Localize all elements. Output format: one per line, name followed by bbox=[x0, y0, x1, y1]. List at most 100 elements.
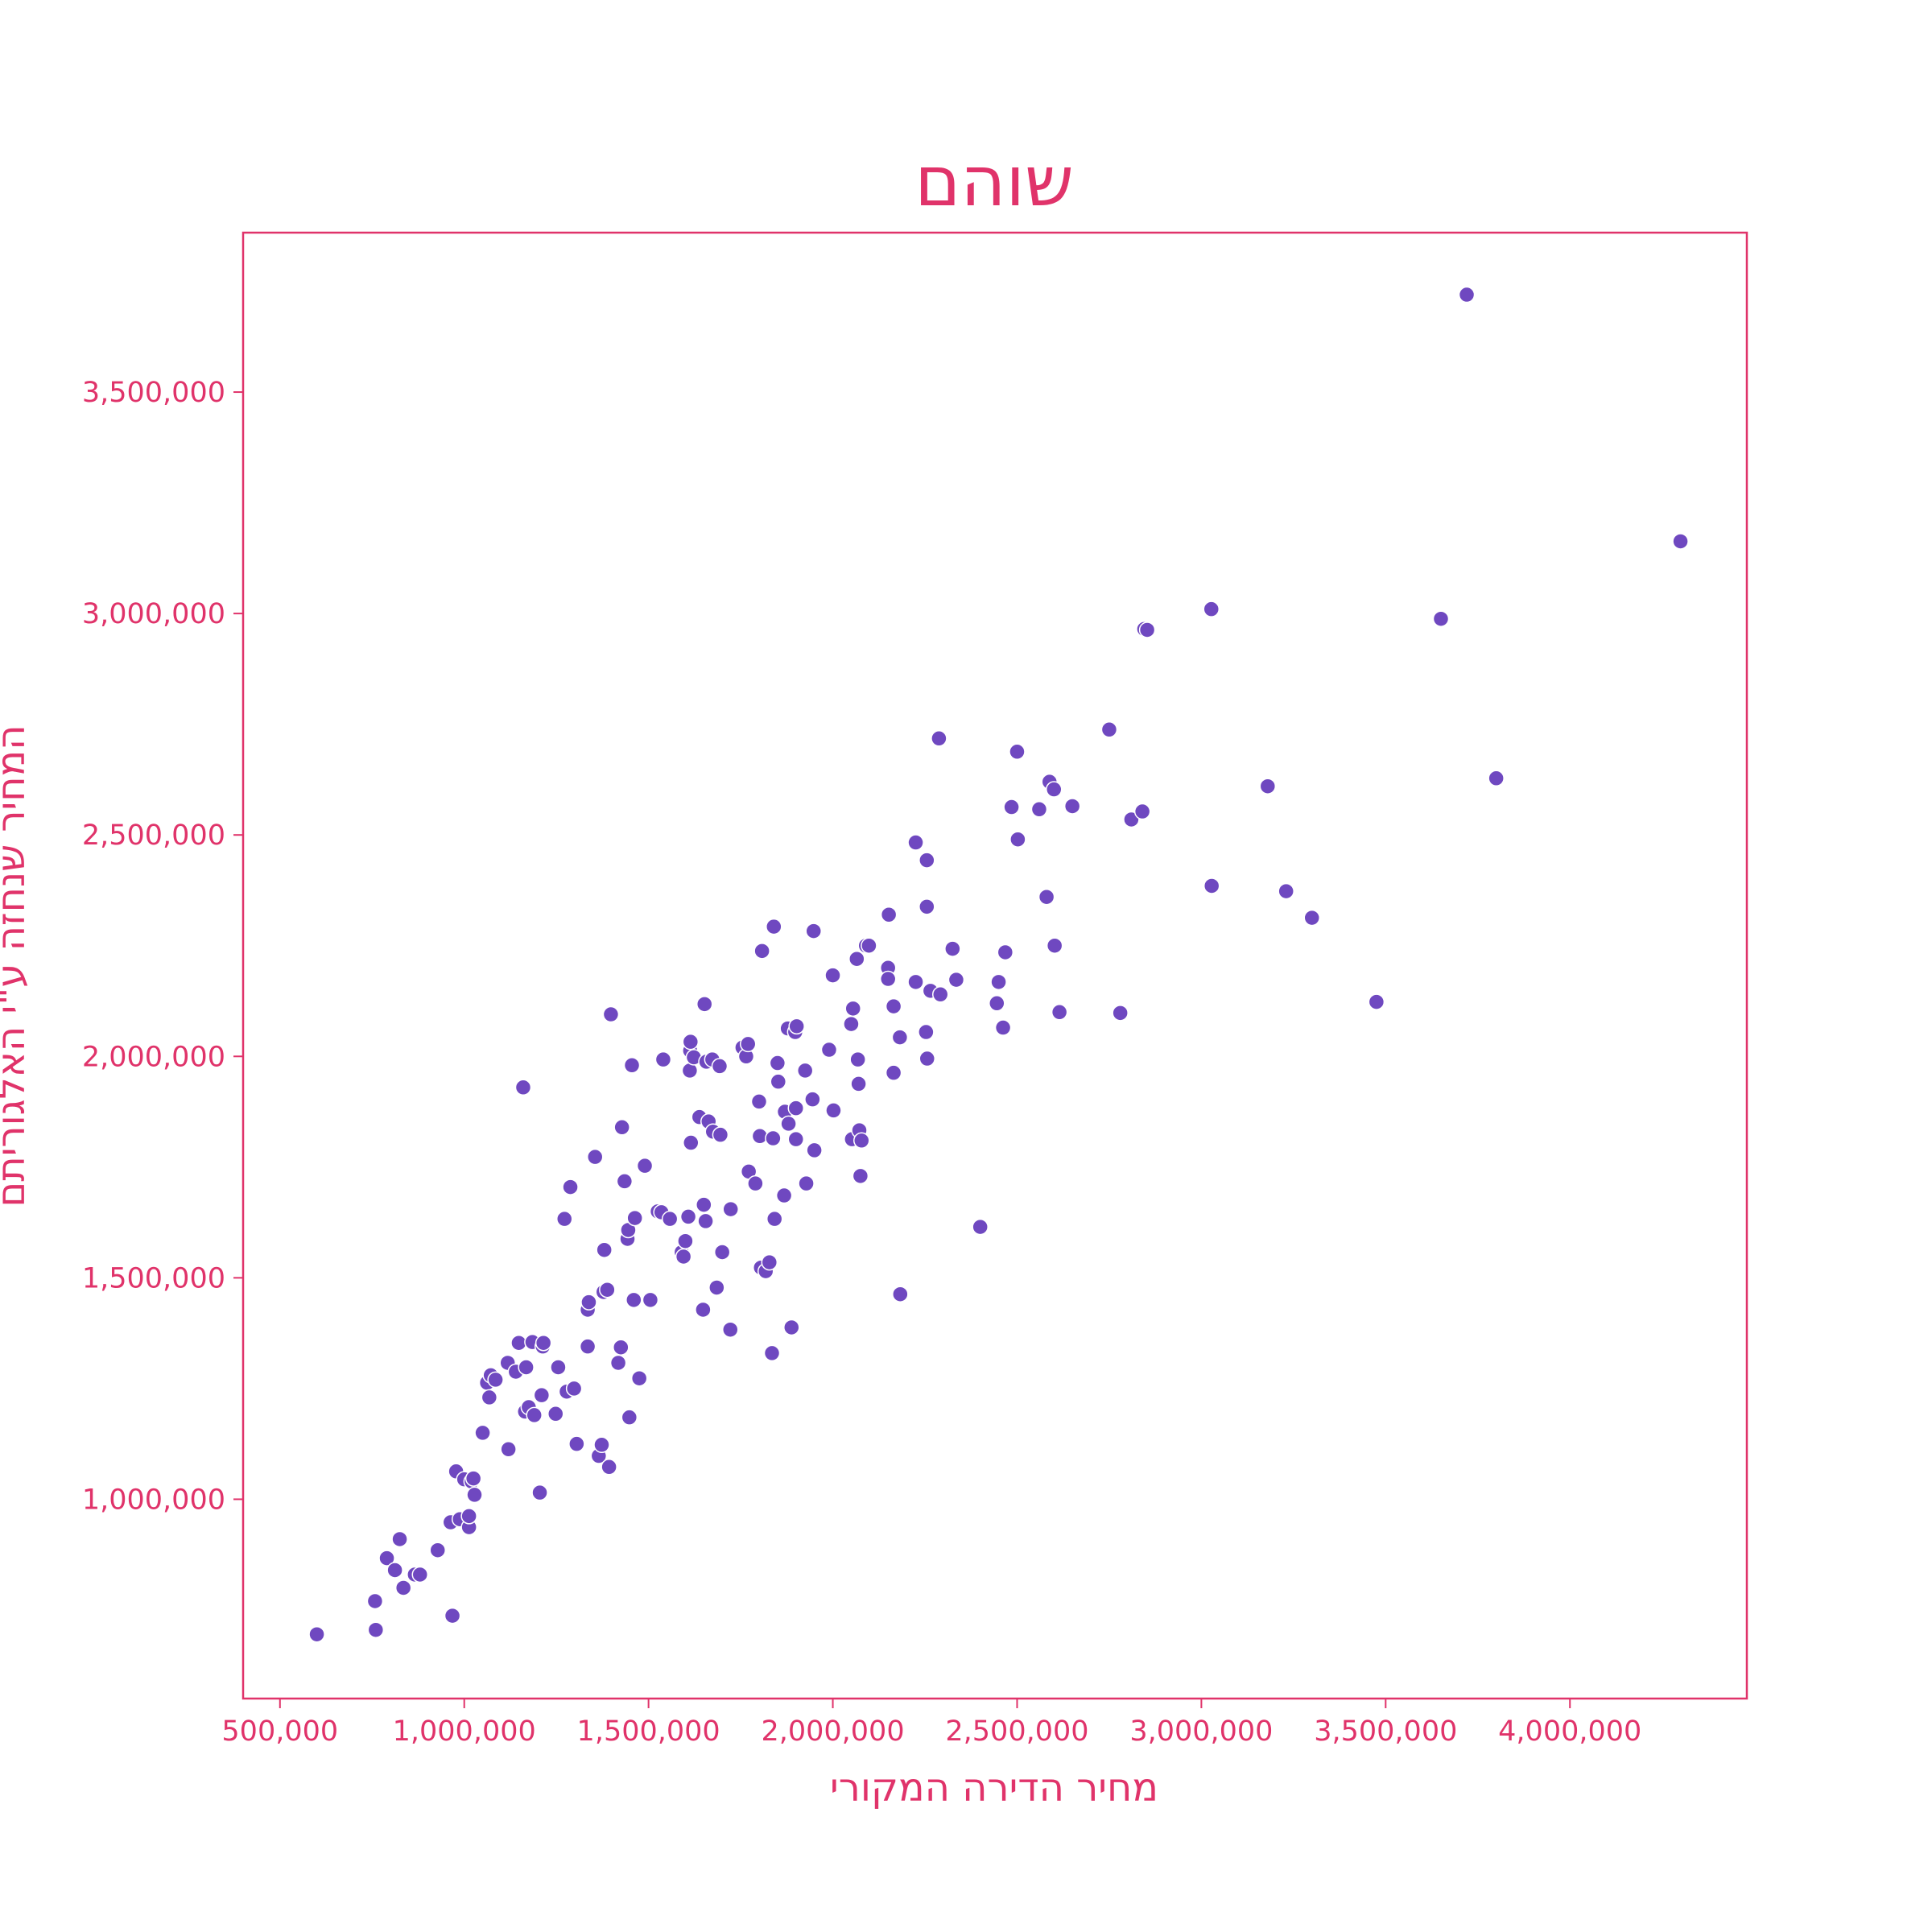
data-point bbox=[722, 1200, 739, 1218]
data-point bbox=[708, 1279, 725, 1296]
data-point bbox=[565, 1380, 583, 1397]
data-point bbox=[787, 1130, 805, 1148]
data-point bbox=[1488, 770, 1505, 787]
data-point bbox=[861, 937, 877, 954]
x-tick-label: 500,000 bbox=[221, 1715, 338, 1748]
data-point bbox=[825, 1102, 842, 1119]
data-point bbox=[880, 906, 898, 923]
data-point bbox=[535, 1334, 552, 1352]
data-point bbox=[696, 996, 713, 1013]
data-point bbox=[919, 1050, 936, 1067]
data-point bbox=[853, 1132, 870, 1150]
data-point bbox=[852, 1167, 869, 1185]
data-point bbox=[683, 1134, 700, 1151]
data-point bbox=[621, 1409, 638, 1426]
data-point bbox=[1123, 811, 1140, 828]
data-point bbox=[596, 1241, 613, 1258]
data-point bbox=[1203, 601, 1220, 617]
data-point bbox=[481, 1389, 498, 1406]
data-point bbox=[919, 852, 935, 869]
data-point bbox=[1672, 533, 1689, 550]
data-point bbox=[568, 1435, 585, 1452]
x-axis-ticks: 500,000 1,000,000 1,500,000 2,000,000 2,500,… bbox=[221, 1699, 1641, 1748]
data-point bbox=[972, 1218, 989, 1236]
data-point bbox=[609, 1354, 627, 1372]
data-point bbox=[907, 834, 924, 851]
data-point bbox=[602, 1005, 620, 1023]
data-point bbox=[654, 1051, 672, 1068]
x-tick-label: 1,000,000 bbox=[393, 1715, 536, 1748]
data-point bbox=[616, 1173, 634, 1190]
data-point bbox=[1112, 1005, 1129, 1022]
data-point bbox=[661, 1210, 679, 1228]
data-point bbox=[843, 1015, 860, 1033]
data-point bbox=[775, 1187, 793, 1204]
data-point bbox=[879, 970, 897, 988]
data-point bbox=[411, 1566, 429, 1583]
data-point bbox=[804, 1091, 821, 1108]
data-point bbox=[1100, 721, 1118, 738]
chart-title: שוהם bbox=[914, 142, 1074, 222]
data-point bbox=[711, 1058, 729, 1075]
y-tick-label: 2,500,000 bbox=[82, 819, 225, 852]
data-point bbox=[722, 1321, 739, 1338]
data-point bbox=[918, 1023, 935, 1041]
data-point bbox=[1133, 803, 1151, 820]
data-point bbox=[769, 1055, 786, 1071]
data-point bbox=[613, 1119, 630, 1136]
data-point bbox=[787, 1100, 805, 1117]
data-point bbox=[1009, 743, 1026, 761]
data-point bbox=[1009, 831, 1026, 848]
plot-frame bbox=[242, 231, 1748, 1700]
data-point bbox=[739, 1035, 757, 1053]
data-point bbox=[766, 918, 782, 935]
data-point bbox=[675, 1248, 692, 1265]
y-tick-label: 3,500,000 bbox=[82, 377, 225, 409]
x-tick-label: 3,000,000 bbox=[1129, 1715, 1273, 1748]
data-point bbox=[994, 1019, 1012, 1036]
data-point bbox=[1259, 778, 1277, 795]
x-axis-label: מחיר הדירה המקורי bbox=[830, 1765, 1158, 1810]
data-point bbox=[514, 1079, 532, 1096]
data-point bbox=[555, 1210, 573, 1228]
data-point bbox=[805, 923, 822, 939]
data-point bbox=[531, 1484, 548, 1501]
data-point bbox=[848, 950, 865, 968]
data-point bbox=[765, 1129, 782, 1147]
data-point bbox=[891, 1029, 909, 1046]
data-point bbox=[931, 730, 947, 747]
x-tick-label: 2,500,000 bbox=[945, 1715, 1088, 1748]
data-point bbox=[753, 943, 770, 960]
data-point bbox=[1368, 993, 1385, 1010]
data-point bbox=[1458, 286, 1476, 303]
y-tick-label: 1,000,000 bbox=[82, 1484, 225, 1516]
data-point bbox=[510, 1334, 527, 1352]
data-point bbox=[892, 1286, 909, 1302]
data-point bbox=[1432, 610, 1450, 627]
data-point bbox=[636, 1157, 654, 1174]
data-point bbox=[844, 1000, 861, 1018]
data-point bbox=[1046, 937, 1063, 954]
data-point bbox=[696, 1196, 712, 1213]
data-point bbox=[562, 1179, 579, 1195]
data-point bbox=[695, 1301, 712, 1319]
data-point bbox=[626, 1209, 643, 1227]
y-tick-label: 1,500,000 bbox=[82, 1262, 225, 1294]
data-point bbox=[601, 1459, 617, 1476]
data-point bbox=[997, 943, 1014, 961]
y-axis-ticks: 1,000,000 1,500,000 2,000,000 2,500,000 3,00… bbox=[82, 377, 243, 1516]
data-point bbox=[989, 995, 1005, 1012]
data-point bbox=[682, 1033, 700, 1051]
data-point bbox=[1003, 799, 1020, 815]
data-point bbox=[391, 1530, 408, 1548]
data-point bbox=[1138, 621, 1156, 638]
data-point bbox=[580, 1294, 597, 1311]
data-point bbox=[1303, 909, 1320, 927]
data-point bbox=[367, 1621, 385, 1638]
data-point bbox=[990, 973, 1007, 991]
data-point bbox=[533, 1386, 551, 1404]
data-point bbox=[1030, 801, 1048, 818]
data-point bbox=[464, 1470, 482, 1487]
data-point bbox=[713, 1244, 731, 1261]
